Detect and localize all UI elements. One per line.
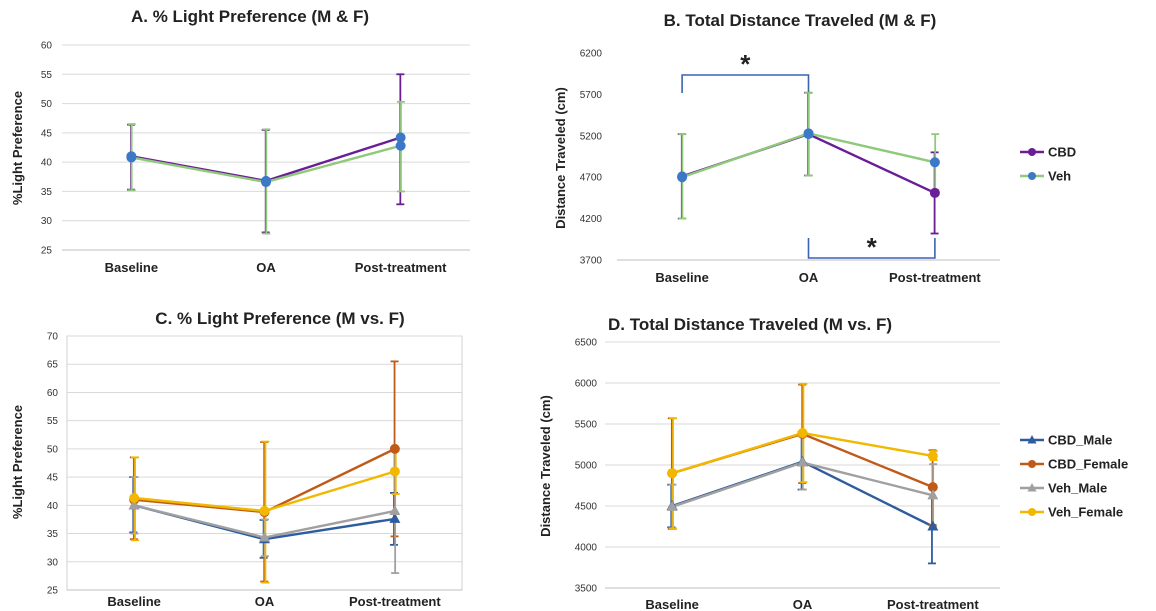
x-tick-label: OA xyxy=(255,594,275,609)
significance-bracket xyxy=(681,74,810,93)
legend-marker xyxy=(1028,460,1036,468)
legend-label: CBD_Male xyxy=(1048,433,1112,448)
chart-panel-c: 25 30 35 40 45 50 55 60 65 70 Baseline OA Post-treat… xyxy=(10,309,463,609)
y-tick-label: 3500 xyxy=(575,584,598,595)
y-tick-label: 40 xyxy=(41,158,53,169)
legend-marker xyxy=(1028,148,1036,156)
data-point xyxy=(395,132,406,143)
y-tick-label: 30 xyxy=(41,216,53,227)
y-tick-label: 4200 xyxy=(580,214,603,225)
significance-star: * xyxy=(867,232,878,262)
x-tick-label: OA xyxy=(256,260,276,275)
legend-label: CBD xyxy=(1048,145,1076,160)
data-point xyxy=(667,468,678,479)
data-point xyxy=(797,428,808,439)
data-point xyxy=(389,466,400,477)
x-tick-label: Post-treatment xyxy=(889,270,981,285)
data-point xyxy=(129,492,140,503)
x-tick-label: Baseline xyxy=(107,594,160,609)
legend-label: CBD_Female xyxy=(1048,457,1128,472)
data-point xyxy=(677,172,688,183)
significance-star: * xyxy=(740,49,751,79)
data-point xyxy=(126,152,137,163)
y-tick-label: 45 xyxy=(47,473,59,484)
legend-marker xyxy=(1027,483,1037,492)
y-tick-label: 60 xyxy=(47,388,59,399)
y-tick-label: 55 xyxy=(47,416,59,427)
legend-marker xyxy=(1027,435,1037,444)
data-point xyxy=(259,505,270,516)
data-point xyxy=(803,128,814,139)
x-tick-label: Baseline xyxy=(655,270,708,285)
y-tick-label: 50 xyxy=(41,99,53,110)
y-tick-label: 5200 xyxy=(580,131,603,142)
x-tick-label: Baseline xyxy=(105,260,158,275)
legend-label: Veh_Female xyxy=(1048,505,1123,520)
y-tick-label: 30 xyxy=(47,557,59,568)
y-tick-label: 6200 xyxy=(580,49,603,60)
y-tick-label: 65 xyxy=(47,360,59,371)
y-tick-label: 6000 xyxy=(575,379,598,390)
y-tick-label: 60 xyxy=(41,41,53,52)
data-point xyxy=(259,531,270,542)
y-tick-label: 4000 xyxy=(575,543,598,554)
data-point xyxy=(929,157,940,168)
x-tick-label: Post-treatment xyxy=(349,594,441,609)
y-axis-label: %Light Preference xyxy=(10,405,25,519)
chart-panel-a: 25 30 35 40 45 50 55 60 Baseline OA Post-treatment… xyxy=(10,7,470,275)
data-point xyxy=(389,504,401,515)
y-tick-label: 3700 xyxy=(580,256,603,267)
x-tick-label: OA xyxy=(793,597,813,611)
y-tick-label: 50 xyxy=(47,444,59,455)
legend-label: Veh xyxy=(1048,169,1071,184)
legend-marker xyxy=(1028,508,1036,516)
y-tick-label: 25 xyxy=(41,246,53,257)
data-point xyxy=(128,499,140,510)
data-point xyxy=(927,489,939,500)
legend-label: Veh_Male xyxy=(1048,481,1107,496)
y-tick-label: 6500 xyxy=(575,338,598,349)
data-point xyxy=(389,443,400,454)
x-tick-label: OA xyxy=(799,270,819,285)
y-axis-label: Distance Traveled (cm) xyxy=(538,395,553,537)
y-tick-label: 5700 xyxy=(580,90,603,101)
chart-panel-d: 3500 4000 4500 5000 5500 6000 6500 Baseline OA Po… xyxy=(538,315,1128,611)
x-tick-label: Post-treatment xyxy=(355,260,447,275)
y-axis-label: Distance Traveled (cm) xyxy=(553,87,568,229)
x-tick-label: Baseline xyxy=(645,597,698,611)
data-point xyxy=(927,482,938,493)
y-tick-label: 25 xyxy=(47,586,59,597)
data-point xyxy=(927,520,939,531)
y-tick-label: 35 xyxy=(41,187,53,198)
chart-title: D. Total Distance Traveled (M vs. F) xyxy=(608,315,892,334)
y-tick-label: 35 xyxy=(47,529,59,540)
y-tick-label: 70 xyxy=(47,332,59,343)
y-tick-label: 4500 xyxy=(575,502,598,513)
data-point xyxy=(797,456,808,467)
data-point xyxy=(261,177,271,188)
chart-title: A. % Light Preference (M & F) xyxy=(131,7,369,26)
y-tick-label: 5500 xyxy=(575,420,598,431)
y-tick-label: 5000 xyxy=(575,461,598,472)
chart-panel-b: 3700 4200 4700 5200 5700 6200 Baseline OA Post-t… xyxy=(553,11,1076,285)
y-tick-label: 45 xyxy=(41,128,53,139)
y-tick-label: 55 xyxy=(41,70,53,81)
y-tick-label: 4700 xyxy=(580,173,603,184)
data-point xyxy=(389,512,401,523)
significance-bracket xyxy=(807,238,936,259)
x-tick-label: Post-treatment xyxy=(887,597,979,611)
y-axis-label: %Light Preference xyxy=(10,91,25,205)
data-point xyxy=(927,450,938,461)
y-tick-label: 40 xyxy=(47,501,59,512)
data-point xyxy=(395,140,406,151)
chart-title: C. % Light Preference (M vs. F) xyxy=(155,309,404,328)
chart-title: B. Total Distance Traveled (M & F) xyxy=(664,11,937,30)
legend-marker xyxy=(1028,172,1036,180)
data-point xyxy=(666,500,678,511)
data-point xyxy=(929,187,940,198)
